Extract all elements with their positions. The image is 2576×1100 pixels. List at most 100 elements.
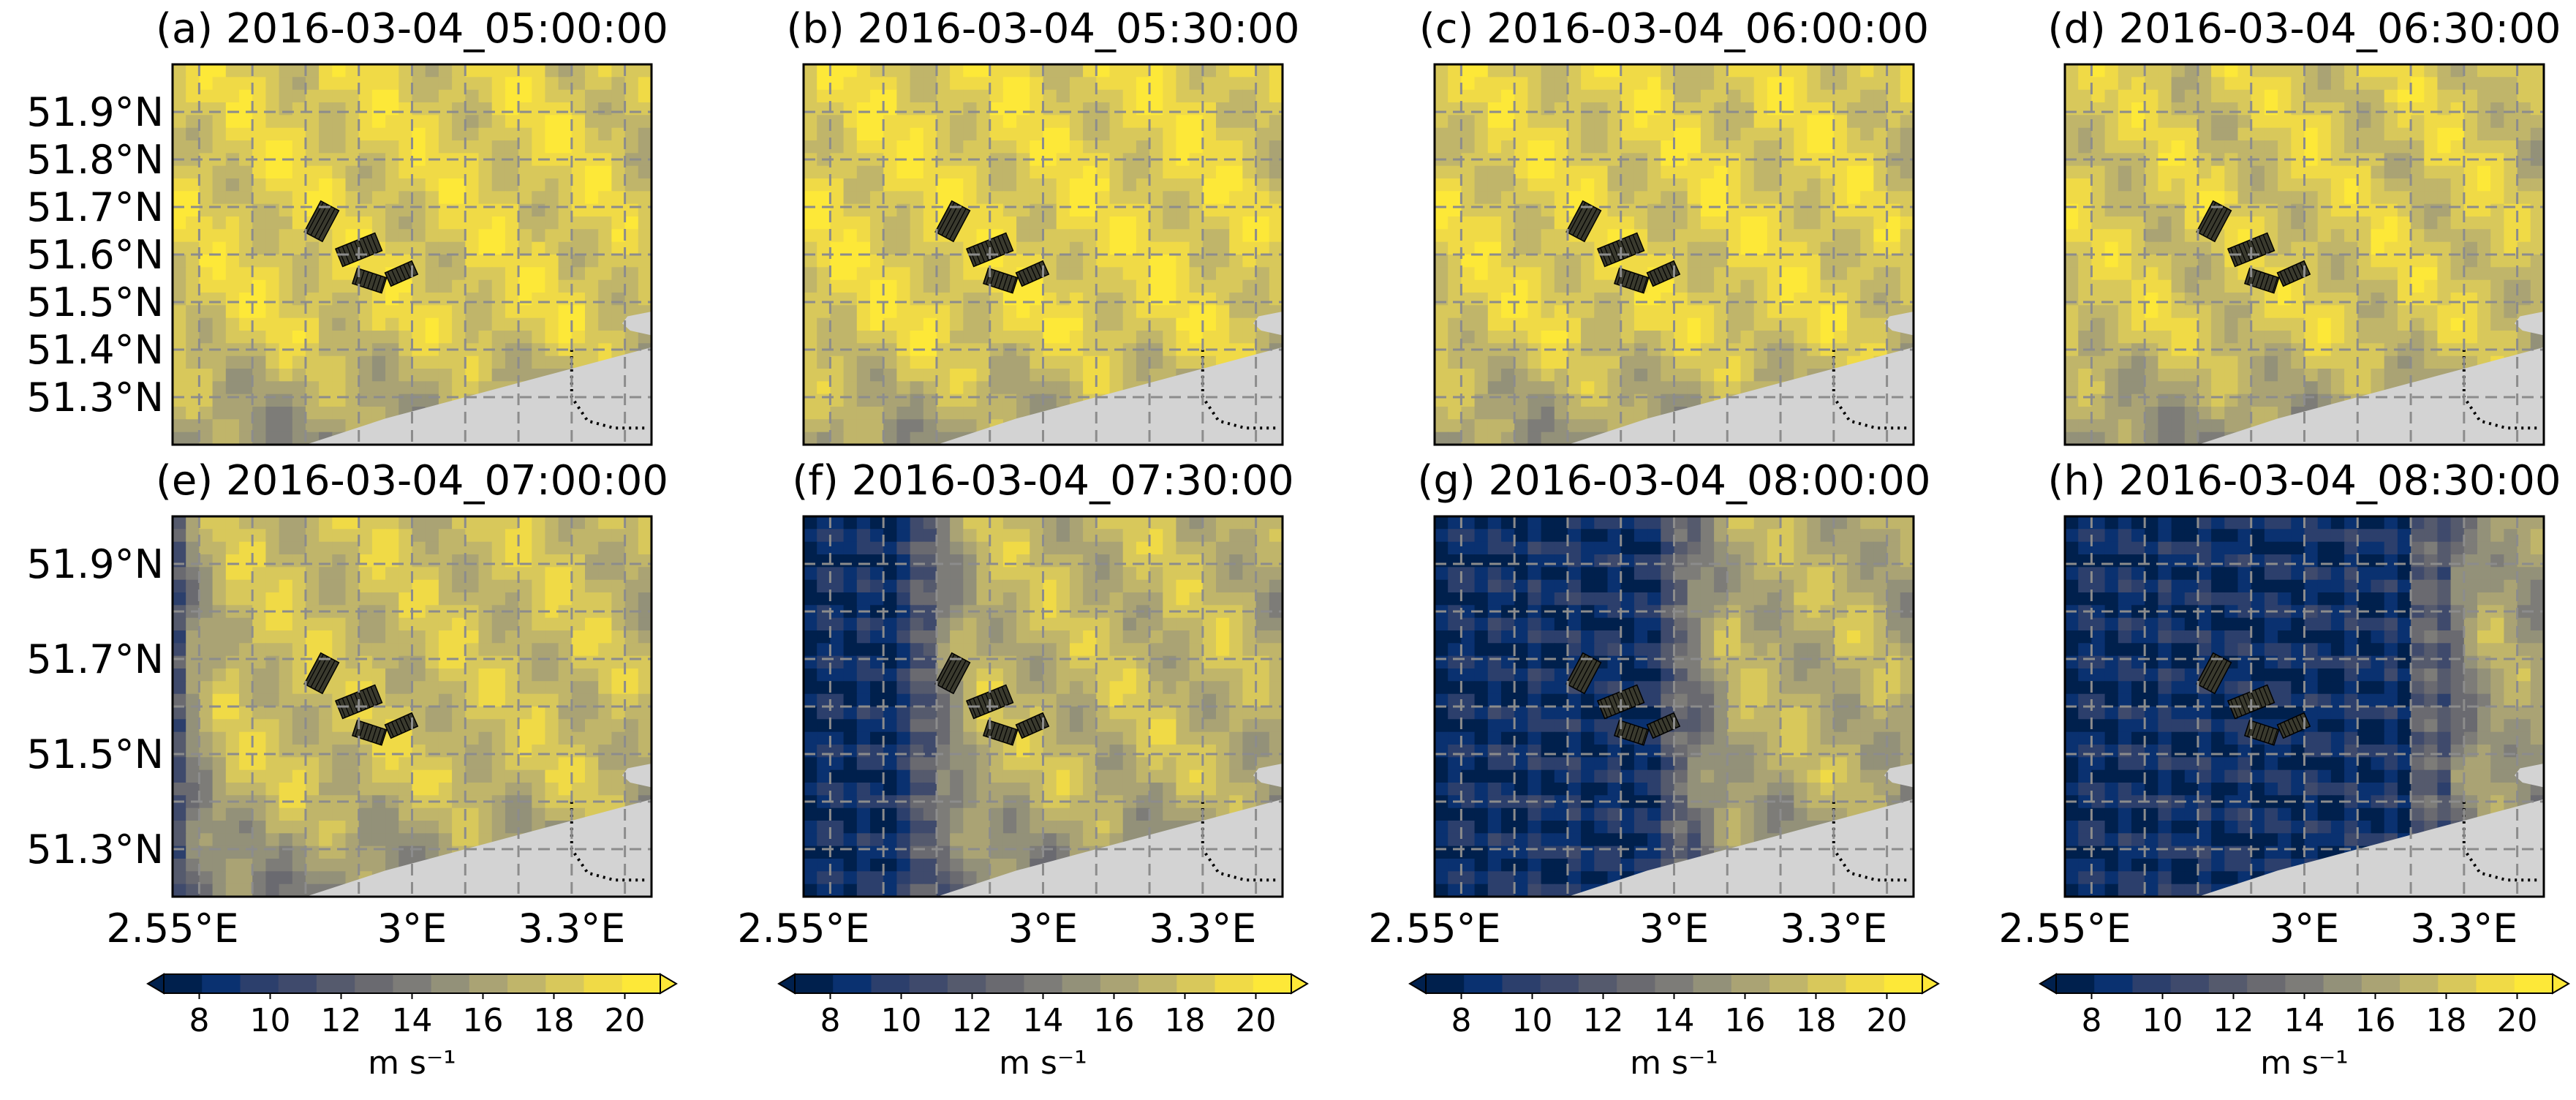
field-cell	[1700, 153, 1715, 167]
field-cell	[545, 89, 559, 103]
field-cell	[1647, 178, 1662, 192]
field-cell	[1176, 115, 1190, 129]
field-cell	[624, 331, 639, 344]
field-cell	[465, 655, 480, 669]
field-cell	[2264, 331, 2278, 344]
field-cell	[2264, 64, 2278, 78]
field-cell	[438, 89, 453, 103]
field-cell	[558, 267, 573, 281]
field-cell	[1661, 89, 1675, 103]
field-cell	[1189, 203, 1204, 217]
field-cell	[2158, 305, 2172, 319]
field-cell	[252, 643, 267, 657]
field-cell	[1700, 102, 1715, 116]
field-cell	[518, 567, 533, 581]
field-cell	[212, 668, 227, 682]
field-cell	[2384, 89, 2398, 103]
field-cell	[1435, 89, 1448, 103]
field-cell	[638, 241, 651, 255]
field-cell	[2171, 255, 2186, 268]
field-cell	[936, 407, 951, 421]
field-cell	[2118, 64, 2132, 78]
field-cell	[936, 293, 951, 306]
field-cell	[2131, 331, 2145, 344]
field-cell	[345, 369, 360, 383]
field-cell	[292, 255, 306, 268]
field-cell	[252, 279, 267, 293]
field-cell	[173, 255, 186, 268]
field-cell	[438, 127, 453, 141]
field-cell	[1886, 267, 1901, 281]
field-cell	[1043, 381, 1057, 395]
field-cell	[1176, 77, 1190, 91]
field-cell	[624, 293, 639, 306]
field-cell	[1448, 369, 1462, 383]
estuary-land	[1253, 312, 1283, 336]
field-cell	[545, 567, 559, 581]
field-cell	[2224, 331, 2239, 344]
field-cell	[239, 516, 253, 530]
field-cell	[2504, 77, 2518, 91]
field-cell	[1661, 191, 1675, 205]
turbine-row	[350, 242, 358, 261]
field-cell	[425, 127, 439, 141]
field-cell	[1056, 127, 1070, 141]
turbine-row	[1661, 265, 1669, 280]
field-cell	[950, 191, 964, 205]
field-cell	[452, 89, 467, 103]
field-cell	[491, 64, 506, 78]
field-cell	[1149, 241, 1164, 255]
field-cell	[598, 140, 613, 154]
field-cell	[611, 165, 626, 179]
field-cell	[2463, 140, 2478, 154]
field-cell	[2104, 255, 2119, 268]
gridlines	[2065, 64, 2544, 445]
field-cell	[1753, 267, 1768, 281]
field-cell	[1794, 317, 1808, 331]
field-cell	[1727, 89, 1742, 103]
field-cell	[1487, 216, 1502, 230]
field-cell	[1069, 178, 1084, 192]
field-cell	[585, 293, 599, 306]
field-cell	[571, 331, 586, 344]
field-cell	[2490, 229, 2505, 243]
field-cell	[345, 89, 360, 103]
field-cell	[963, 419, 978, 433]
field-cell	[2104, 293, 2119, 306]
field-cell	[2371, 355, 2385, 369]
field-cell	[2158, 432, 2172, 445]
field-cell	[2424, 64, 2439, 78]
field-cell	[2211, 393, 2226, 407]
field-cell	[518, 229, 533, 243]
field-cell	[1873, 203, 1888, 217]
field-cell	[936, 102, 951, 116]
field-cell	[1541, 279, 1555, 293]
field-cell	[1176, 178, 1190, 192]
field-cell	[1714, 64, 1729, 78]
field-cell	[252, 165, 267, 179]
field-cell	[2118, 355, 2132, 369]
field-cell	[611, 630, 626, 644]
turbine-row	[366, 236, 374, 255]
field-cell	[518, 331, 533, 344]
field-cell	[1820, 203, 1835, 217]
field-cell	[478, 617, 493, 631]
field-cell	[896, 279, 911, 293]
field-cell	[2490, 77, 2505, 91]
field-cell	[923, 140, 937, 154]
field-cell	[1514, 279, 1529, 293]
field-cell	[1647, 229, 1662, 243]
field-cell	[870, 432, 884, 445]
field-cell	[1687, 293, 1701, 306]
field-cell	[399, 64, 413, 78]
field-cell	[1149, 293, 1164, 306]
field-cell	[950, 369, 964, 383]
field-cell	[1461, 369, 1476, 383]
field-cell	[2091, 432, 2106, 445]
field-cell	[371, 331, 386, 344]
field-cell	[1541, 89, 1555, 103]
field-cell	[1647, 331, 1662, 344]
field-cell	[2411, 331, 2425, 344]
field-cell	[1807, 343, 1821, 357]
field-cell	[1461, 77, 1476, 91]
